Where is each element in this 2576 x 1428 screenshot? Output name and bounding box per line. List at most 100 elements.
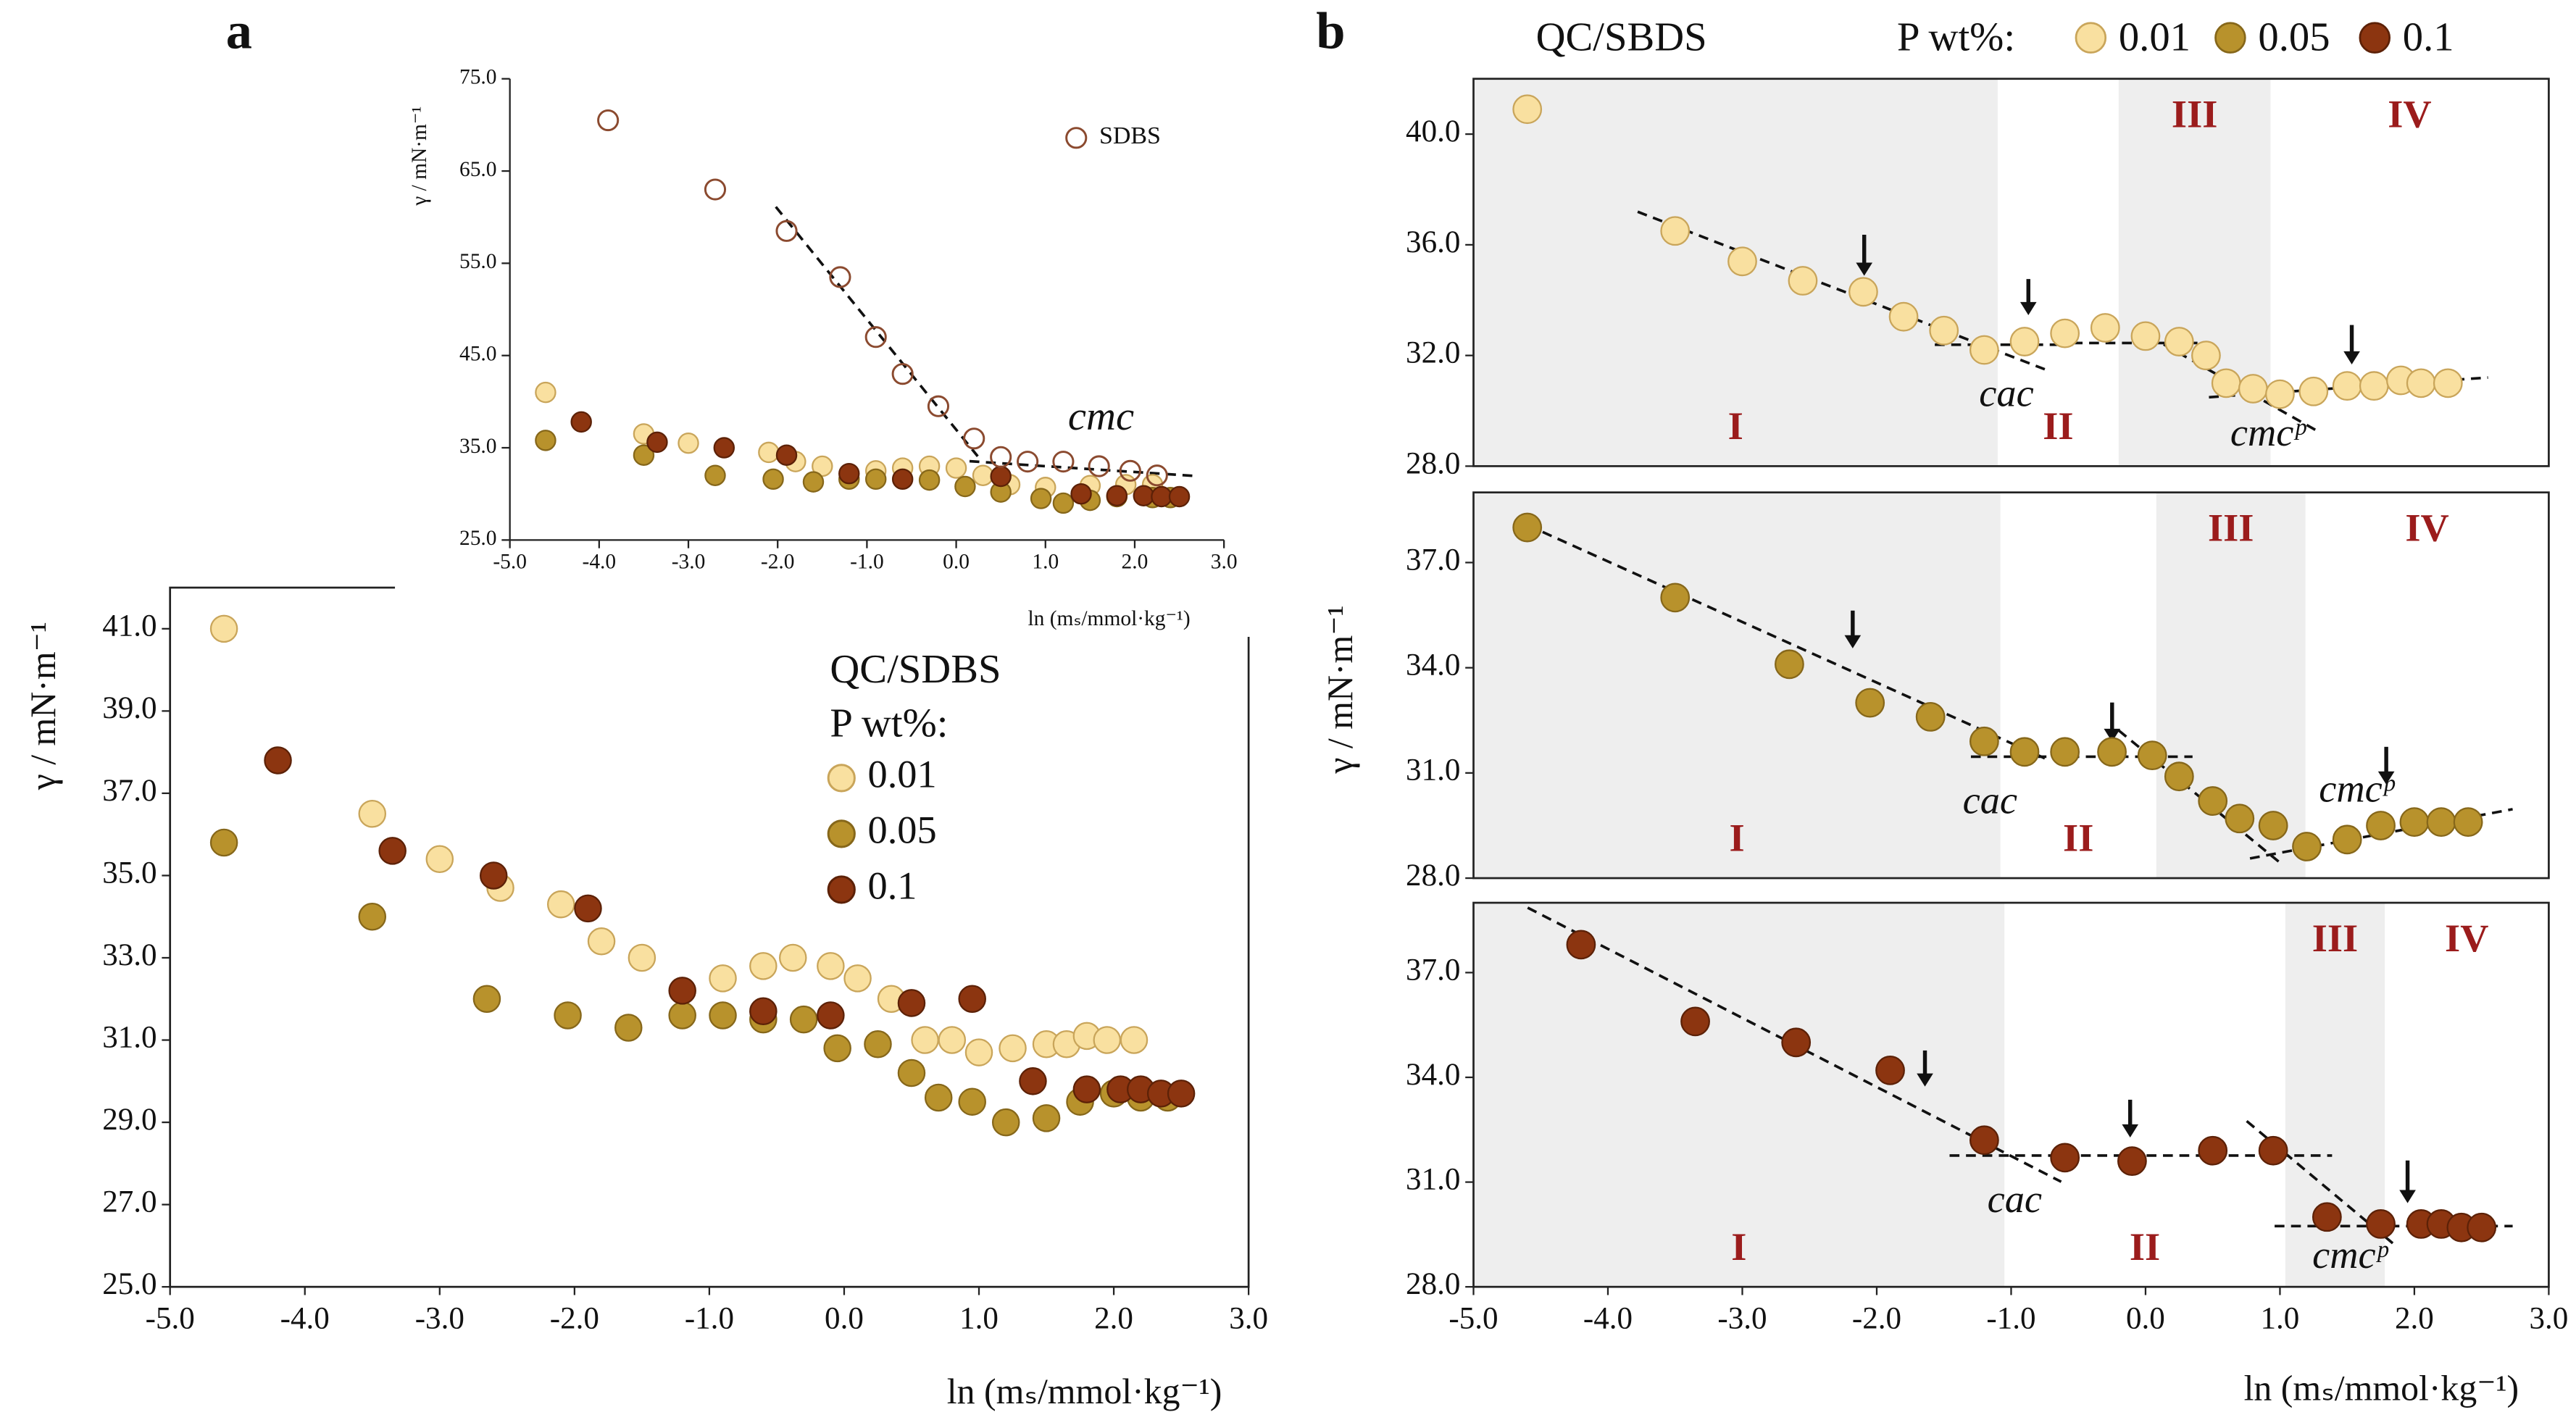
data-point <box>2211 368 2241 398</box>
data-point <box>2292 832 2322 861</box>
x-tick-label: -1.0 <box>850 551 884 574</box>
x-tick-label: 3.0 <box>2530 1301 2569 1335</box>
region-label: IV <box>2445 916 2488 960</box>
annotation: cmc <box>1068 394 1134 439</box>
y-tick-label: 25.0 <box>102 1267 157 1301</box>
data-point <box>2097 737 2127 767</box>
data-point <box>1120 1026 1149 1054</box>
data-point <box>2399 807 2430 838</box>
legend-title: P wt%: <box>1897 15 2015 60</box>
y-tick-label: 75.0 <box>459 66 497 89</box>
region-label: III <box>2312 916 2358 960</box>
data-point <box>2164 327 2194 356</box>
chart-0: 25.0 27.0 29.0 31.0 33.0 35.0 37.0 39.0 41.0 -5.0… <box>23 586 1268 1411</box>
legend-label: 0.01 <box>868 752 937 796</box>
data-point <box>1727 246 1757 277</box>
y-tick-label: 37.0 <box>1406 953 1460 987</box>
data-point <box>358 902 387 931</box>
data-point <box>2130 321 2161 351</box>
x-tick-label: -5.0 <box>493 551 527 574</box>
x-tick-label: -4.0 <box>280 1301 330 1335</box>
annotation: cac <box>1979 372 2033 415</box>
data-point <box>2137 740 2167 771</box>
data-point <box>2090 313 2120 343</box>
y-tick-label: 29.0 <box>102 1103 157 1137</box>
data-point <box>1875 1055 1905 1085</box>
data-point <box>779 943 807 972</box>
data-point <box>990 446 1012 468</box>
data-point <box>864 326 887 348</box>
data-point <box>963 427 985 450</box>
data-point <box>1070 483 1092 505</box>
data-point <box>891 363 914 385</box>
panel-label: a <box>226 1 252 59</box>
data-point <box>597 109 620 132</box>
data-point <box>1969 335 1999 365</box>
x-tick-label: -2.0 <box>550 1301 599 1335</box>
data-point <box>817 1001 845 1030</box>
data-point <box>554 1001 582 1030</box>
data-point <box>535 381 557 404</box>
x-tick-label: 2.0 <box>1094 1301 1133 1335</box>
y-axis-label: γ / mN·m⁻¹ <box>23 622 63 790</box>
data-point <box>958 1087 986 1116</box>
data-point <box>775 444 798 466</box>
data-point <box>991 1108 1020 1137</box>
data-point <box>1512 94 1543 125</box>
x-tick-label: 2.0 <box>2395 1301 2434 1335</box>
data-point <box>864 468 887 490</box>
x-tick-label: -2.0 <box>1852 1301 1901 1335</box>
data-point <box>1017 451 1039 473</box>
data-point <box>2426 807 2456 838</box>
x-tick-label: -3.0 <box>672 551 706 574</box>
arrow-head <box>2122 1124 2139 1138</box>
inset-background <box>395 49 1252 638</box>
plot-frame <box>1472 491 2550 880</box>
data-point <box>2238 374 2268 404</box>
region-label: II <box>2043 404 2073 448</box>
y-tick-label: 34.0 <box>1406 648 1460 682</box>
data-point <box>1888 301 1919 332</box>
legend-subtitle: P wt%: <box>830 701 948 746</box>
data-point <box>775 220 798 242</box>
region-label: II <box>2063 817 2093 860</box>
legend-marker <box>2214 22 2246 54</box>
data-point <box>958 985 986 1014</box>
legend-marker <box>827 819 856 848</box>
region-label: IV <box>2388 93 2431 136</box>
x-tick-label: -1.0 <box>685 1301 734 1335</box>
annotation: cac <box>1988 1177 2042 1221</box>
data-point <box>945 457 967 479</box>
data-point <box>2332 371 2362 401</box>
data-point <box>2258 1135 2288 1166</box>
data-point <box>1775 649 1804 680</box>
x-tick-label: 0.0 <box>825 1301 864 1335</box>
data-point <box>2009 737 2040 767</box>
plot-frame <box>1472 78 2550 467</box>
legend-marker <box>1065 127 1088 149</box>
data-point <box>1019 1067 1047 1095</box>
legend-label: 0.1 <box>868 864 917 907</box>
data-point <box>2009 327 2040 356</box>
legend-title: QC/SDBS <box>830 647 1001 692</box>
data-point <box>614 1014 643 1042</box>
data-point <box>1566 930 1596 960</box>
data-point <box>938 1026 967 1054</box>
data-point <box>1855 688 1885 718</box>
data-point <box>574 894 602 923</box>
data-point <box>378 837 407 865</box>
region-label: I <box>1729 817 1744 860</box>
y-tick-label: 37.0 <box>102 774 157 808</box>
data-point <box>209 828 238 857</box>
y-tick-label: 41.0 <box>102 609 157 643</box>
y-tick-label: 28.0 <box>1406 1267 1460 1301</box>
data-point <box>999 1034 1027 1063</box>
y-tick-label: 55.0 <box>459 250 497 273</box>
data-point <box>1088 455 1110 477</box>
data-point <box>964 1038 993 1066</box>
data-point <box>633 444 655 466</box>
region-label: III <box>2208 506 2254 550</box>
data-point <box>897 1059 926 1087</box>
